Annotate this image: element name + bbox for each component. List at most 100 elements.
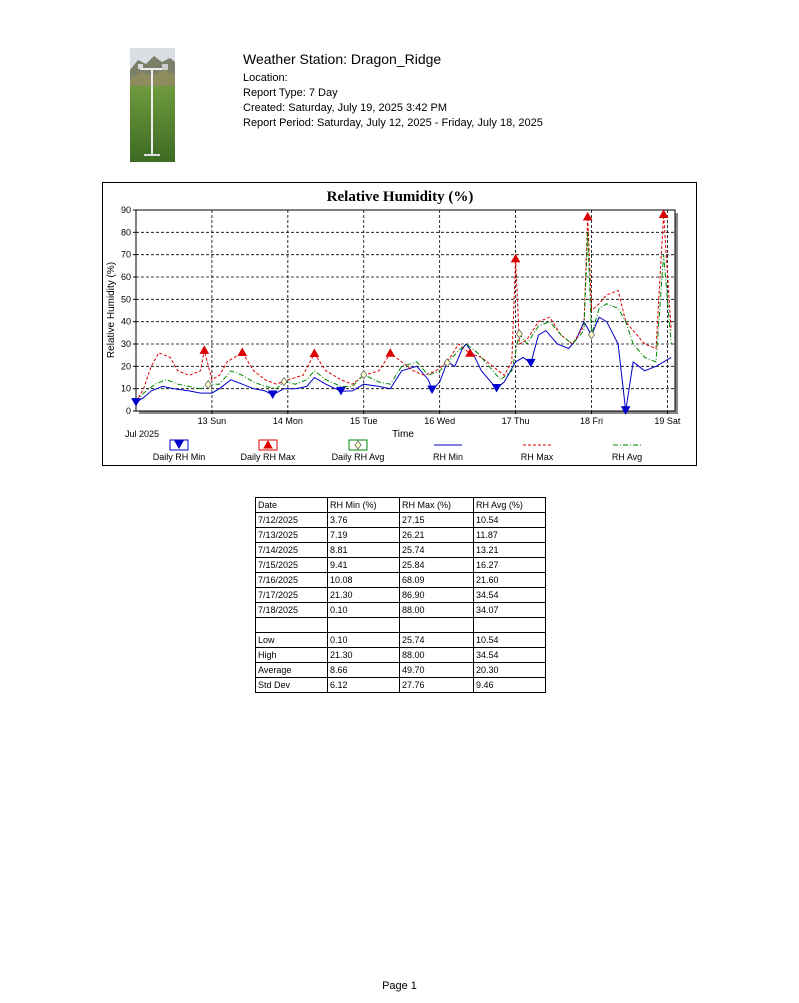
- daily-max-marker: [237, 347, 248, 356]
- x-tick-label: 19 Sat: [654, 416, 681, 426]
- table-cell: Low: [255, 632, 328, 648]
- daily-max-marker: [465, 348, 475, 357]
- y-tick-label: 60: [121, 272, 131, 282]
- legend-min-marker: [174, 440, 184, 450]
- location-line: Location:: [243, 72, 288, 84]
- page-number: Page 1: [382, 980, 417, 992]
- plot-area: 0 10 20 30 40 50 60 70 80 90 13 Sun 14 Mon 15 Tue 16 …: [121, 205, 681, 426]
- table-header-cell: RH Max (%): [399, 497, 474, 513]
- daily-max-marker: [658, 209, 669, 218]
- legend-item: Daily RH Avg: [332, 439, 385, 462]
- table-row: Average 8.66 49.70 20.30: [255, 662, 546, 678]
- daily-avg-marker: [587, 330, 595, 340]
- y-tick-label: 20: [121, 361, 131, 371]
- table-cell: 0.10: [327, 632, 400, 648]
- table-cell: 21.30: [327, 647, 400, 663]
- table-cell: [327, 617, 400, 633]
- table-cell: 7/18/2025: [255, 602, 328, 618]
- legend-item: Daily RH Min: [153, 439, 206, 462]
- daily-avg-marker: [204, 379, 212, 390]
- table-cell: 25.74: [399, 632, 474, 648]
- legend-label: Daily RH Avg: [332, 452, 385, 462]
- legend-label: RH Max: [521, 452, 554, 462]
- table-cell: 8.81: [327, 542, 400, 558]
- table-cell: 10.08: [327, 572, 400, 588]
- report-type-line: Report Type: 7 Day: [243, 87, 338, 99]
- daily-max-marker: [582, 211, 593, 221]
- daily-max-marker: [199, 345, 210, 354]
- table-cell: 7/17/2025: [255, 587, 328, 603]
- legend-item: RH Max: [521, 444, 554, 462]
- y-tick-label: 70: [121, 250, 131, 260]
- table-header-row: Date RH Min (%) RH Max (%) RH Avg (%): [255, 497, 546, 513]
- table-cell: 27.15: [399, 512, 474, 528]
- weather-station-photo: [130, 48, 175, 162]
- table-cell: 9.41: [327, 557, 400, 573]
- plot-frame: [135, 209, 676, 412]
- daily-avg-marker: [360, 369, 368, 380]
- table-cell: 68.09: [399, 572, 474, 588]
- series-line-rh-min: [135, 316, 672, 411]
- daily-max-marker: [385, 348, 396, 357]
- x-tick-label: 14 Mon: [273, 416, 303, 426]
- daily-avg-marker: [443, 358, 451, 368]
- table-cell: 86.90: [399, 587, 474, 603]
- table-cell: 88.00: [399, 647, 474, 663]
- daily-min-marker: [131, 398, 141, 407]
- y-tick-label: 80: [121, 227, 131, 237]
- table-cell: 10.54: [473, 512, 546, 528]
- daily-min-marker: [620, 406, 631, 415]
- daily-min-marker: [525, 358, 536, 368]
- table-row: Low 0.10 25.74 10.54: [255, 632, 546, 648]
- humidity-chart-svg: Relative Humidity (%) Relative Humidity …: [106, 189, 681, 462]
- y-tick-label: 40: [121, 317, 131, 327]
- table-cell: 7/12/2025: [255, 512, 328, 528]
- chart-title: Relative Humidity (%): [327, 189, 474, 205]
- table-cell: 13.21: [473, 542, 546, 558]
- x-tick-label: 16 Wed: [424, 416, 455, 426]
- table-cell: 25.74: [399, 542, 474, 558]
- created-line: Created: Saturday, July 19, 2025 3:42 PM: [243, 102, 448, 114]
- station-title: Weather Station: Dragon_Ridge: [243, 51, 442, 67]
- legend-item: RH Min: [433, 444, 463, 462]
- table-cell: 34.54: [473, 647, 546, 663]
- table-cell: 25.84: [399, 557, 474, 573]
- table-header-cell: RH Avg (%): [473, 497, 546, 513]
- daily-max-marker: [309, 348, 320, 358]
- legend-max-marker: [263, 439, 273, 449]
- table-cell: 10.54: [473, 632, 546, 648]
- report-period-line: Report Period: Saturday, July 12, 2025 -…: [243, 117, 543, 129]
- table-cell: Std Dev: [255, 677, 328, 693]
- table-cell: 0.10: [327, 602, 400, 618]
- report-header: Weather Station: Dragon_Ridge Location: …: [243, 51, 543, 131]
- humidity-chart: Relative Humidity (%) Relative Humidity …: [102, 182, 697, 466]
- table-row: 7/18/2025 0.10 88.00 34.07: [255, 602, 546, 618]
- table-cell: 3.76: [327, 512, 400, 528]
- table-row: 7/17/2025 21.30 86.90 34.54: [255, 587, 546, 603]
- legend-label: Daily RH Max: [240, 452, 296, 462]
- table-row: Std Dev 6.12 27.76 9.46: [255, 677, 546, 693]
- table-cell: 9.46: [473, 677, 546, 693]
- daily-avg-marker: [280, 376, 288, 387]
- table-header-cell: Date: [255, 497, 328, 513]
- table-cell: [473, 617, 546, 633]
- month-label: Jul 2025: [125, 429, 159, 439]
- table-row: [255, 617, 546, 633]
- legend-item: RH Avg: [612, 444, 642, 462]
- table-cell: 6.12: [327, 677, 400, 693]
- humidity-summary-table: Date RH Min (%) RH Max (%) RH Avg (%) 7/12/2…: [255, 497, 546, 693]
- table-cell: 20.30: [473, 662, 546, 678]
- x-tick-label: 17 Thu: [502, 416, 530, 426]
- legend-avg-marker: [354, 440, 362, 450]
- daily-min-marker: [427, 385, 437, 394]
- table-cell: 8.66: [327, 662, 400, 678]
- legend-label: RH Avg: [612, 452, 642, 462]
- x-axis-label: Time: [392, 429, 414, 440]
- daily-min-marker: [267, 390, 278, 399]
- table-cell: [255, 617, 328, 633]
- table-cell: 34.54: [473, 587, 546, 603]
- table-header-cell: RH Min (%): [327, 497, 400, 513]
- y-tick-label: 10: [121, 384, 131, 394]
- legend-label: Daily RH Min: [153, 452, 206, 462]
- table-cell: 7/13/2025: [255, 527, 328, 543]
